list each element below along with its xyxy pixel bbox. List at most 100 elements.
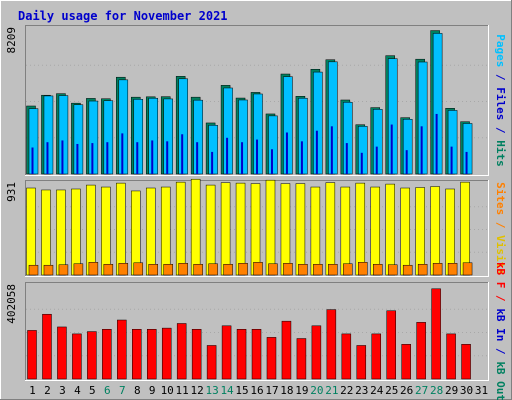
bar-kbf-day-29 (446, 333, 456, 380)
x-tick-day-14: 14 (220, 384, 234, 397)
bar-sites-day-30 (462, 262, 473, 276)
bar-visits-day-1 (26, 187, 36, 276)
x-tick-day-1: 1 (29, 384, 36, 397)
bar-sites-day-23 (358, 262, 368, 276)
legend-part: / (494, 288, 507, 308)
bar-pages-day-16 (256, 139, 259, 174)
bar-sites-day-22 (343, 263, 353, 276)
bar-sites-day-2 (43, 264, 54, 276)
legend-part: Files (494, 87, 507, 120)
bar-sites-day-16 (253, 262, 263, 276)
x-tick-day-9: 9 (149, 384, 156, 397)
x-tick-day-4: 4 (74, 384, 81, 397)
bar-kbf-day-30 (461, 344, 471, 380)
bar-pages-day-20 (315, 130, 318, 174)
bar-kbf-day-12 (191, 329, 202, 380)
legend-part: / (494, 341, 507, 361)
bar-sites-day-6 (103, 263, 114, 276)
bar-sites-day-10 (163, 263, 173, 276)
bar-pages-day-12 (196, 142, 199, 174)
bar-sites-day-7 (118, 263, 129, 276)
bar-visits-day-3 (56, 189, 66, 276)
legend-part: kB F (494, 262, 507, 289)
bar-visits-day-23 (355, 182, 366, 276)
bar-sites-day-21 (328, 263, 338, 276)
bar-sites-day-28 (432, 263, 443, 276)
bar-sites-day-19 (298, 263, 308, 276)
bar-visits-day-15 (235, 182, 246, 276)
legend-part: kB In (494, 308, 507, 341)
bar-pages-day-26 (405, 150, 408, 174)
bar-pages-day-19 (300, 141, 303, 174)
bar-sites-day-18 (283, 263, 293, 276)
bar-kbf-day-1 (27, 330, 37, 380)
bar-kbf-day-28 (431, 288, 441, 380)
bar-kbf-day-9 (146, 329, 157, 380)
x-tick-day-15: 15 (235, 384, 248, 397)
bar-visits-day-28 (430, 186, 440, 276)
x-tick-day-6: 6 (104, 384, 111, 397)
bar-sites-day-26 (402, 264, 413, 276)
x-tick-day-24: 24 (370, 384, 384, 397)
x-tick-day-22: 22 (340, 384, 353, 397)
bar-visits-day-22 (340, 186, 351, 276)
bar-kbf-day-6 (102, 329, 112, 380)
x-tick-day-11: 11 (176, 384, 189, 397)
bar-kbf-day-19 (296, 338, 307, 380)
bar-pages-day-8 (136, 142, 139, 174)
x-tick-day-25: 25 (385, 384, 398, 397)
legend-part: / (494, 120, 507, 140)
x-tick-day-8: 8 (134, 384, 141, 397)
bar-sites-day-25 (387, 264, 398, 276)
bar-pages-day-17 (270, 149, 273, 174)
legend-part: Hits (494, 140, 507, 167)
bar-sites-day-12 (193, 263, 203, 276)
bar-pages-day-2 (46, 142, 49, 174)
bar-files-day-3 (58, 95, 69, 175)
bar-pages-day-10 (166, 141, 169, 174)
bar-kbf-day-21 (326, 309, 337, 380)
bar-kbf-day-11 (176, 323, 187, 380)
bar-visits-day-24 (370, 186, 381, 276)
bar-pages-day-7 (121, 133, 124, 174)
bar-sites-day-8 (133, 262, 144, 276)
bar-visits-day-10 (160, 186, 171, 276)
legend-part: Visits (494, 235, 507, 275)
bar-sites-day-29 (447, 263, 458, 276)
bar-pages-day-30 (465, 151, 468, 174)
bar-kbf-day-7 (117, 319, 127, 380)
bar-kbf-day-14 (221, 325, 232, 380)
bar-sites-day-4 (73, 263, 84, 276)
bar-sites-day-3 (58, 264, 69, 276)
bar-visits-day-19 (295, 183, 306, 276)
panel-series-legend: Sites / Visits (494, 182, 507, 275)
bar-sites-day-20 (313, 263, 323, 276)
bar-visits-day-11 (175, 181, 186, 276)
bar-visits-day-30 (460, 181, 470, 276)
bar-sites-day-11 (178, 263, 188, 276)
legend-part: kB Out (494, 361, 507, 400)
panel-max-label: 8209 (5, 27, 18, 54)
bar-visits-day-21 (325, 182, 336, 276)
x-tick-day-10: 10 (161, 384, 174, 397)
bar-sites-day-9 (148, 263, 158, 276)
x-tick-day-5: 5 (89, 384, 96, 397)
bar-kbf-day-13 (206, 345, 217, 380)
bar-pages-day-23 (360, 152, 363, 174)
x-tick-day-23: 23 (355, 384, 368, 397)
bar-pages-day-24 (375, 146, 378, 174)
bar-pages-day-11 (181, 134, 184, 174)
bar-sites-day-17 (268, 263, 278, 276)
x-tick-day-16: 16 (250, 384, 263, 397)
bar-kbf-day-5 (87, 331, 97, 380)
bar-kbf-day-8 (132, 329, 142, 380)
bar-visits-day-25 (385, 183, 395, 276)
panel-series-legend: kB F / kB In / kB Out (494, 262, 507, 400)
bar-visits-day-27 (415, 187, 425, 276)
x-tick-day-18: 18 (280, 384, 293, 397)
x-tick-day-19: 19 (295, 384, 308, 397)
bar-sites-day-5 (88, 262, 99, 276)
bar-pages-day-13 (211, 151, 214, 174)
bar-kbf-day-23 (356, 345, 367, 380)
